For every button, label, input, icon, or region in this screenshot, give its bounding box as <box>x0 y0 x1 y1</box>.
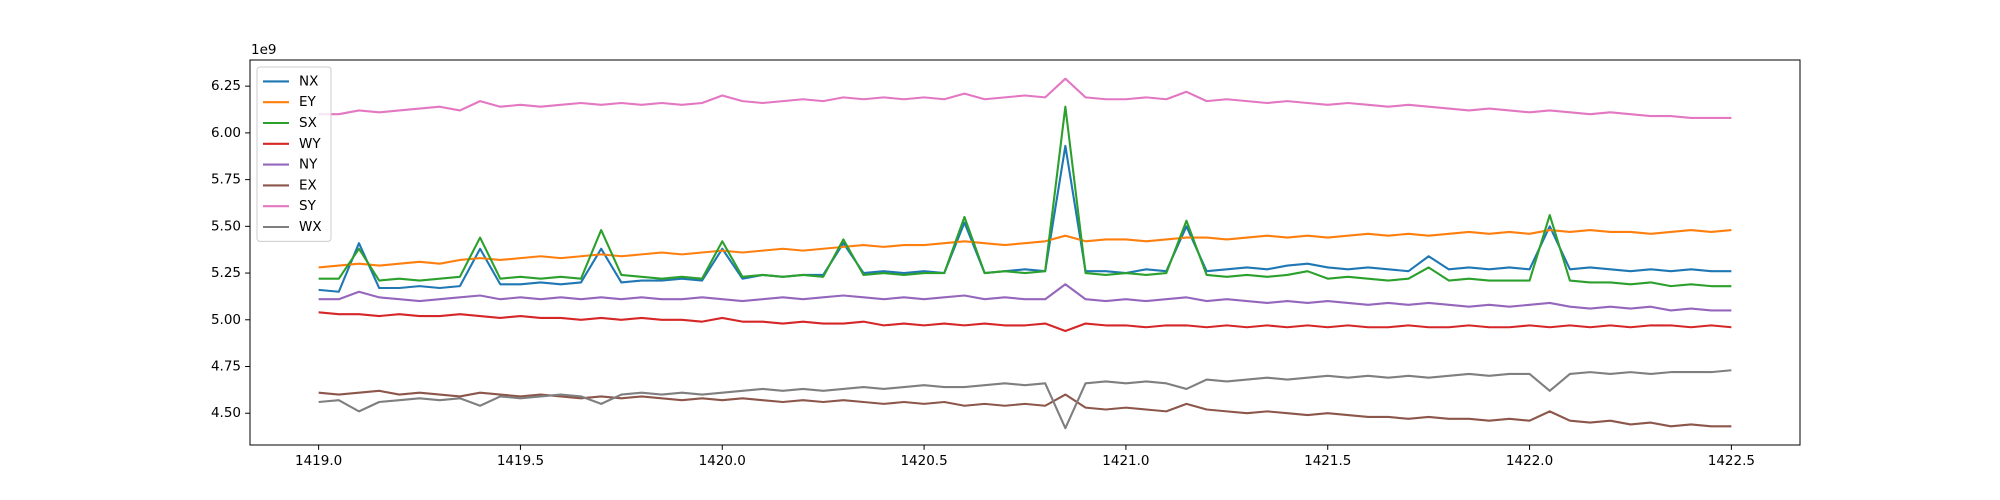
y-tick-label: 6.00 <box>211 125 241 141</box>
legend-label: SY <box>299 198 317 214</box>
y-tick-label: 6.25 <box>211 78 241 94</box>
series-line <box>318 369 1732 430</box>
legend-label: EX <box>299 177 317 193</box>
series-line <box>318 229 1732 269</box>
series-line <box>318 105 1732 288</box>
legend-label: WY <box>299 136 321 152</box>
y-tick-label: 5.00 <box>211 312 241 328</box>
series-line <box>318 283 1732 312</box>
legend-label: EY <box>299 94 317 110</box>
x-tick-label: 1420.5 <box>900 453 947 469</box>
series-line <box>318 77 1732 119</box>
y-tick-label: 5.25 <box>211 265 241 281</box>
series-line <box>318 311 1732 333</box>
series-line <box>318 144 1732 293</box>
offset-label: 1e9 <box>251 42 276 58</box>
legend-label: NX <box>299 73 318 89</box>
y-tick-label: 5.50 <box>211 218 241 234</box>
legend-label: NY <box>299 157 318 173</box>
y-tick-label: 5.75 <box>211 172 241 188</box>
x-tick-label: 1419.5 <box>497 453 544 469</box>
legend-label: WX <box>299 219 322 235</box>
legend-box <box>256 66 332 242</box>
y-tick-label: 4.75 <box>211 359 241 375</box>
axes-frame <box>249 59 1801 446</box>
x-tick-label: 1421.5 <box>1304 453 1351 469</box>
x-tick-label: 1420.0 <box>699 453 746 469</box>
y-tick-label: 4.50 <box>211 405 241 421</box>
x-tick-label: 1422.0 <box>1506 453 1553 469</box>
x-tick-label: 1421.0 <box>1102 453 1149 469</box>
x-tick-label: 1419.0 <box>295 453 342 469</box>
x-tick-label: 1422.5 <box>1708 453 1755 469</box>
legend-label: SX <box>299 115 317 131</box>
